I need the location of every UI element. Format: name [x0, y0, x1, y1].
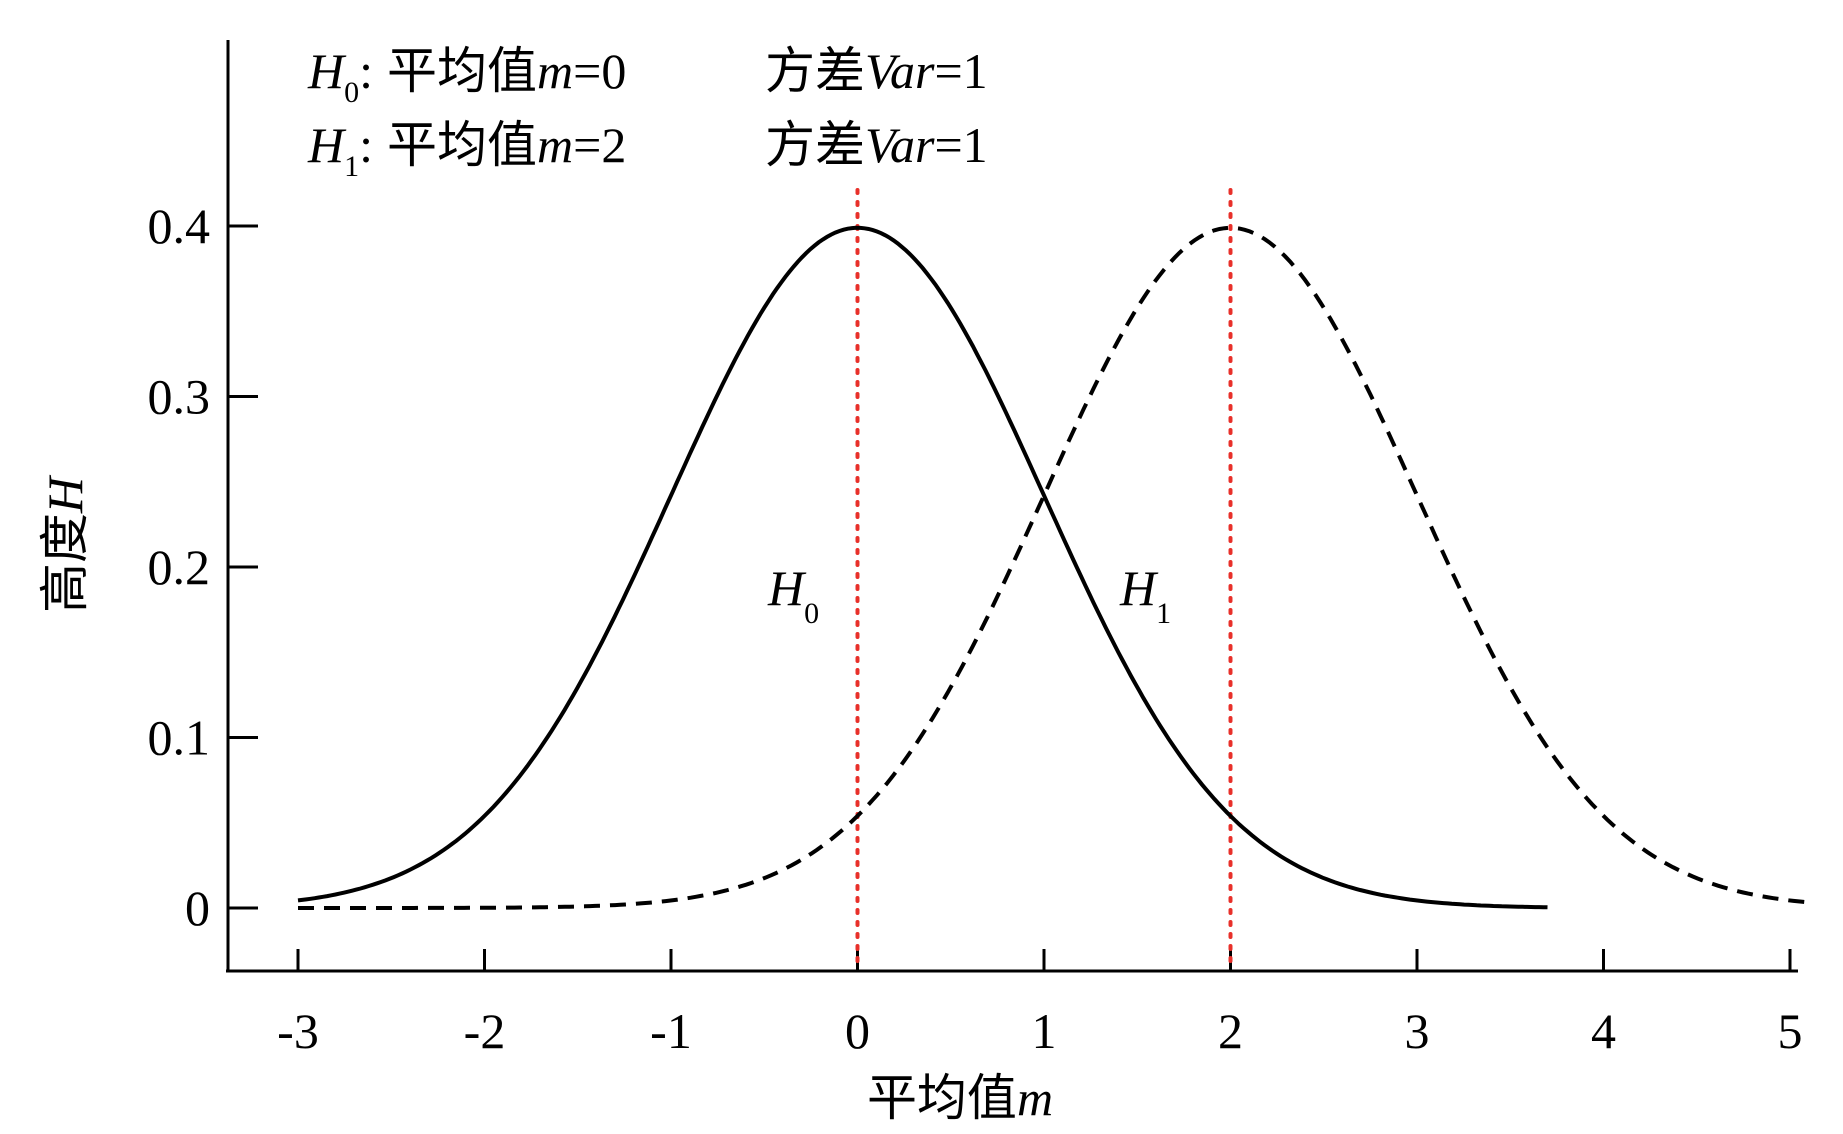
x-tick-label: -3	[277, 1003, 319, 1059]
legend-row-h1: H1: 平均值m=2 方差Var=1	[307, 116, 988, 183]
y-tick-label: 0.1	[148, 710, 211, 766]
legend-row-h0: H0: 平均值m=0 方差Var=1	[307, 42, 988, 109]
x-tick-label: -2	[464, 1003, 506, 1059]
x-tick-label: 3	[1405, 1003, 1430, 1059]
x-tick-label: 1	[1032, 1003, 1057, 1059]
reference-lines	[855, 188, 1233, 967]
x-tick-label: 4	[1591, 1003, 1616, 1059]
y-tick-label: 0.2	[148, 539, 211, 595]
series-layer	[297, 225, 1809, 910]
x-tick-label: 0	[845, 1003, 870, 1059]
curve-label-h1: H1	[1119, 560, 1171, 630]
curve-label-h0: H0	[767, 560, 819, 630]
y-tick-label: 0.4	[148, 198, 211, 254]
series-line-h0	[297, 225, 1548, 910]
x-tick-label: 5	[1778, 1003, 1803, 1059]
x-ticks: -3 -2 -1 0 1 2 3 4 5	[277, 949, 1803, 1059]
y-tick-label: 0.3	[148, 369, 211, 425]
x-tick-label: -1	[650, 1003, 692, 1059]
y-tick-label: 0	[185, 880, 210, 936]
series-line-h1	[298, 225, 1809, 910]
legend: H0: 平均值m=0 方差Var=1 H1: 平均值m=2 方差Var=1	[307, 42, 988, 183]
x-axis-title: 平均值m	[867, 1069, 1053, 1127]
y-axis-title: 高度H	[36, 474, 94, 613]
y-ticks: 0 0.1 0.2 0.3 0.4	[148, 198, 258, 936]
x-tick-label: 2	[1218, 1003, 1243, 1059]
